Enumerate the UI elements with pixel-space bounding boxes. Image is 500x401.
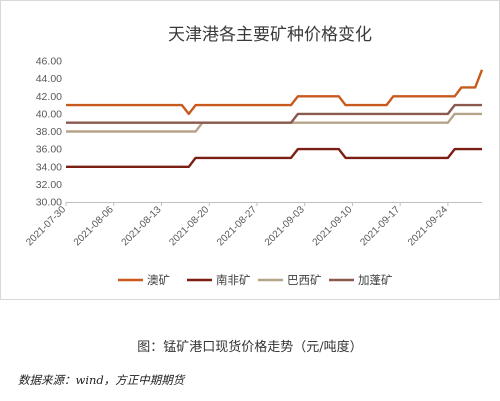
chart-border: [0, 0, 500, 300]
y-tick-label: 42.00: [36, 91, 62, 103]
chart-title: 天津港各主要矿种价格变化: [168, 25, 372, 45]
chart-canvas: 天津港各主要矿种价格变化 30.00 32.00 34.00 36.00 38.00 40…: [0, 0, 500, 300]
y-tick-label: 30.00: [36, 197, 62, 209]
figure-caption: 图：锰矿港口现货价格走势（元/吨度）: [137, 340, 363, 355]
legend-label: 南非矿: [216, 273, 251, 287]
legend-label: 澳矿: [147, 273, 170, 287]
series-line: [66, 147, 482, 169]
data-source-note: 数据来源：wind，方正中期期货: [18, 373, 185, 387]
series-line: [66, 103, 482, 124]
legend-label: 巴西矿: [287, 273, 322, 287]
y-tick-label: 32.00: [36, 179, 62, 191]
y-axis: 30.00 32.00 34.00 36.00 38.00 40.00 42.00 44.00…: [36, 56, 62, 209]
legend-label: 加蓬矿: [358, 273, 393, 287]
chart: 天津港各主要矿种价格变化 30.00 32.00 34.00 36.00 38.00 40…: [0, 0, 500, 300]
series-layer: [66, 69, 484, 169]
y-tick-label: 46.00: [36, 56, 62, 68]
y-tick-label: 40.00: [36, 108, 62, 120]
y-tick-label: 44.00: [36, 73, 62, 85]
y-tick-label: 36.00: [36, 144, 62, 156]
series-line: [66, 112, 482, 133]
y-tick-label: 34.00: [36, 161, 62, 173]
legend: 澳矿 南非矿 巴西矿 加蓬矿: [118, 273, 393, 287]
y-tick-label: 38.00: [36, 126, 62, 138]
series-line: [66, 69, 484, 116]
